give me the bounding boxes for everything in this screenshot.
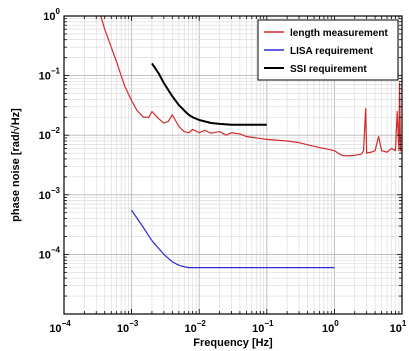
x-tick-label-base: 10	[185, 323, 197, 335]
y-tick-label: 10−3	[39, 186, 61, 202]
x-tick-label: 10−4	[49, 319, 71, 335]
x-tick-label-exponent: −4	[62, 319, 72, 328]
y-tick-label-exponent: −1	[51, 67, 61, 76]
x-tick-label: 10−2	[185, 319, 207, 335]
x-tick-label: 101	[390, 319, 407, 335]
x-tick-label-exponent: 1	[402, 319, 407, 328]
y-tick-label: 10−1	[39, 67, 61, 83]
x-tick-label-exponent: −2	[197, 319, 207, 328]
y-axis-label: phase noise [rad/√Hz]	[10, 108, 22, 222]
x-axis-label: Frequency [Hz]	[193, 337, 273, 349]
y-tick-label-exponent: −2	[51, 126, 61, 135]
x-tick-label-exponent: −3	[129, 319, 139, 328]
x-tick-label: 100	[322, 319, 339, 335]
plot-frame	[63, 15, 403, 315]
legend-label: SSI requirement	[290, 64, 367, 75]
y-tick-label-exponent: −3	[51, 186, 61, 195]
y-tick-label: 10−2	[39, 126, 61, 142]
x-tick-label-base: 10	[49, 323, 61, 335]
y-tick-label-base: 10	[39, 249, 51, 261]
y-tick-label-base: 10	[39, 130, 51, 142]
y-tick-label-exponent: 0	[56, 7, 61, 16]
y-tick-label-base: 10	[39, 71, 51, 83]
y-tick-label-base: 10	[39, 190, 51, 202]
series-line	[151, 62, 267, 126]
legend: length measurement LISA requirement SSI re…	[257, 19, 399, 81]
series-line	[131, 209, 335, 269]
x-tick-label-exponent: 0	[334, 319, 339, 328]
x-tick-labels: 10−4 10−3 10−2 10−1 100 101	[49, 319, 407, 335]
axis-ticks	[63, 16, 402, 315]
y-tick-label: 100	[43, 7, 60, 23]
y-tick-label-exponent: −4	[51, 245, 61, 254]
series-lines	[100, 15, 402, 269]
x-tick-label-base: 10	[322, 323, 334, 335]
x-tick-label-base: 10	[390, 323, 402, 335]
x-tick-label: 10−1	[252, 319, 274, 335]
legend-label: LISA requirement	[290, 46, 374, 57]
x-tick-label-exponent: −1	[264, 319, 274, 328]
x-tick-label-base: 10	[117, 323, 129, 335]
series-line	[100, 15, 402, 157]
y-tick-label: 10−4	[39, 245, 61, 261]
grid	[63, 16, 402, 315]
x-tick-label-base: 10	[252, 323, 264, 335]
y-tick-label-base: 10	[43, 11, 55, 23]
legend-label: length measurement	[290, 28, 388, 39]
x-tick-label: 10−3	[117, 319, 139, 335]
